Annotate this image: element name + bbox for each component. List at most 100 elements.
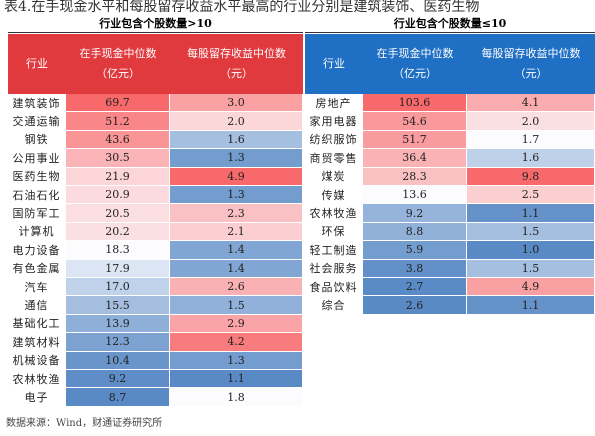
value-cell: 1.4 [170,259,303,278]
value-cell: 1.7 [467,130,595,150]
value-cell: 20.9 [66,186,170,205]
industry-cell: 基础化工 [8,314,66,334]
value-cell: 36.4 [363,149,467,168]
value-cell: 1.4 [170,241,303,260]
header-line: 行业 [26,57,48,70]
value-cell: 20.2 [66,222,170,242]
value-cell: 17.9 [66,259,170,278]
header-line: （亿元） [96,67,140,80]
value-cell: 4.9 [467,278,595,297]
value-cell: 2.3 [170,204,303,223]
header-line: （元） [514,67,548,80]
value-cell: 51.7 [363,130,467,150]
value-cell: 2.0 [467,112,595,131]
industry-cell: 钢铁 [8,130,66,150]
header-line: 行业 [323,57,345,70]
value-cell: 1.6 [467,149,595,168]
value-cell: 43.6 [66,130,170,150]
industry-cell: 农林牧渔 [305,204,363,223]
industry-cell: 农林牧渔 [8,370,66,389]
value-cell: 30.5 [66,149,170,168]
value-cell: 1.5 [467,222,595,242]
industry-cell: 建筑装饰 [8,94,66,113]
value-cell: 21.9 [66,167,170,186]
value-cell: 18.3 [66,241,170,260]
value-cell: 8.8 [363,222,467,242]
header-line: （元） [220,67,253,80]
value-cell: 5.9 [363,241,467,260]
value-cell: 9.8 [467,167,595,186]
industry-cell: 社会服务 [305,259,363,278]
industry-cell: 食品饮料 [305,278,363,297]
industry-cell: 医药生物 [8,167,66,186]
value-cell: 2.0 [170,112,303,131]
value-cell: 4.2 [170,333,303,352]
value-cell: 8.7 [66,388,170,407]
value-cell: 69.7 [66,94,170,113]
header-line: （亿元） [393,67,437,80]
value-cell: 1.3 [170,351,303,370]
value-cell: 1.1 [467,296,595,315]
value-cell: 2.6 [170,278,303,297]
column-header: 行业 [305,34,363,94]
industry-cell: 电子 [8,388,66,407]
industry-cell: 环保 [305,222,363,242]
value-cell: 2.7 [363,278,467,297]
industry-cell: 家用电器 [305,112,363,131]
value-cell: 9.2 [66,370,170,389]
value-cell: 12.3 [66,333,170,352]
value-cell: 2.9 [170,314,303,334]
value-cell: 1.1 [170,370,303,389]
value-cell: 54.6 [363,112,467,131]
industry-cell: 通信 [8,296,66,315]
header-line: 每股留存收益中位数 [187,47,286,60]
value-cell: 3.0 [170,94,303,113]
industry-cell: 传媒 [305,186,363,205]
industry-cell: 建筑材料 [8,333,66,352]
value-cell: 3.8 [363,259,467,278]
title: 表4.在手现金水平和每股留存收益水平最高的行业分别是建筑装饰、医药生物 [4,0,480,15]
value-cell: 1.3 [170,186,303,205]
value-cell: 4.1 [467,94,595,113]
header-line: 在手现金中位数 [79,47,157,60]
value-cell: 1.5 [170,296,303,315]
industry-cell: 计算机 [8,222,66,242]
value-cell: 28.3 [363,167,467,186]
value-cell: 103.6 [363,94,467,113]
industry-cell: 煤炭 [305,167,363,186]
industry-cell: 房地产 [305,94,363,113]
value-cell: 17.0 [66,278,170,297]
industry-cell: 汽车 [8,278,66,297]
group-header: 行业包含个股数量≤10 [305,16,595,33]
value-cell: 2.6 [363,296,467,315]
column-header: 每股留存收益中位数 （元） [170,34,303,94]
value-cell: 51.2 [66,112,170,131]
industry-cell: 纺织服饰 [305,130,363,150]
value-cell: 4.9 [170,167,303,186]
value-cell: 10.4 [66,351,170,370]
industry-cell: 国防军工 [8,204,66,223]
column-header: 在手现金中位数 （亿元） [66,34,170,94]
header-line: 每股留存收益中位数 [481,47,581,60]
value-cell: 2.5 [467,186,595,205]
industry-cell: 机械设备 [8,351,66,370]
source: 数据来源：Wind，财通证券研究所 [6,418,163,429]
group-header: 行业包含个股数量>10 [8,16,303,33]
industry-cell: 轻工制造 [305,241,363,260]
value-cell: 1.0 [467,241,595,260]
industry-cell: 电力设备 [8,241,66,260]
value-cell: 13.9 [66,314,170,334]
industry-cell: 商贸零售 [305,149,363,168]
value-cell: 1.6 [170,130,303,150]
value-cell: 15.5 [66,296,170,315]
value-cell: 1.8 [170,388,303,407]
value-cell: 1.3 [170,149,303,168]
column-header: 行业 [8,34,66,94]
industry-cell: 有色金属 [8,259,66,278]
value-cell: 1.1 [467,204,595,223]
industry-cell: 石油石化 [8,186,66,205]
industry-cell: 公用事业 [8,149,66,168]
value-cell: 9.2 [363,204,467,223]
column-header: 每股留存收益中位数 （元） [467,34,595,94]
